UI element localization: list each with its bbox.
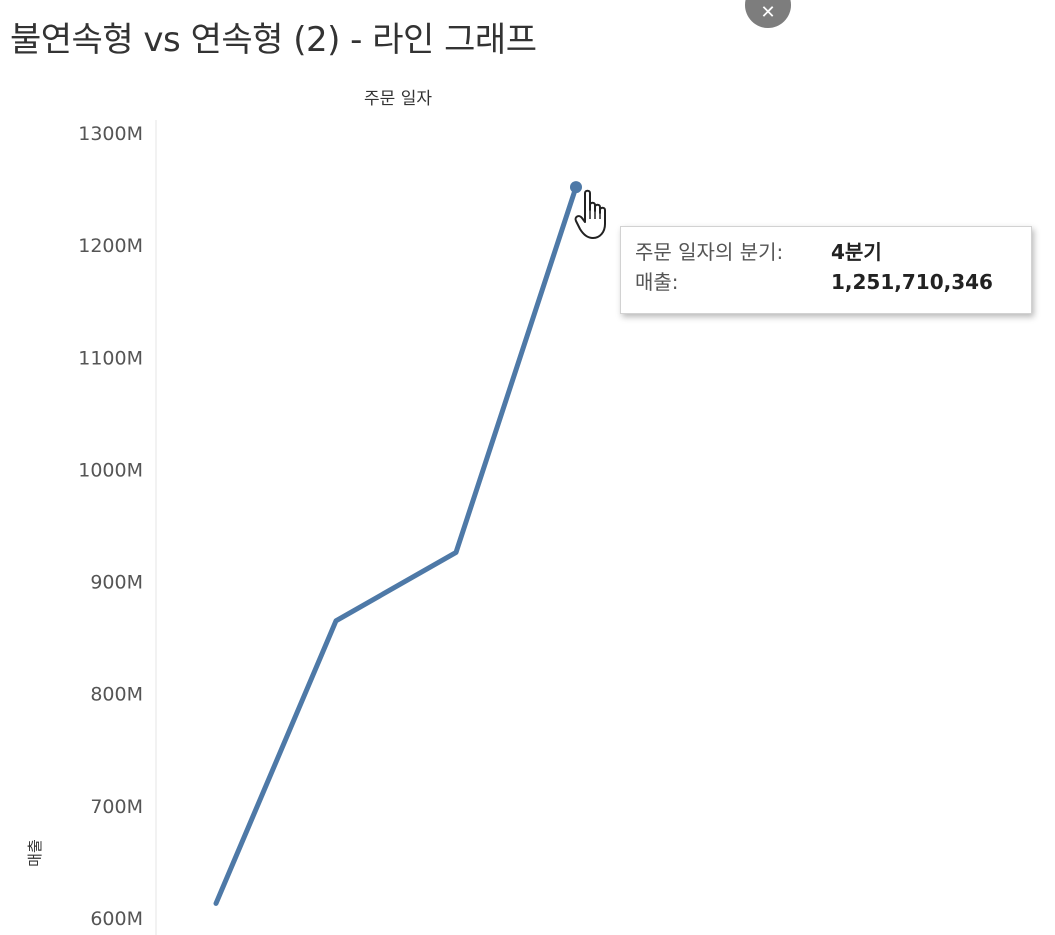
x-axis-title: 주문 일자	[364, 89, 432, 109]
tooltip-row-sales: 매출: 1,251,710,346	[635, 267, 1017, 297]
tooltip-sales-value: 1,251,710,346	[831, 270, 993, 294]
y-tick-label: 1000M	[78, 459, 143, 481]
y-tick-label: 600M	[90, 908, 143, 930]
tooltip-row-quarter: 주문 일자의 분기: 4분기	[635, 237, 1017, 267]
y-axis-title: 매출	[26, 839, 44, 867]
y-tick-label: 700M	[90, 796, 143, 818]
hand-pointer-icon	[574, 189, 606, 239]
highlighted-data-point[interactable]	[570, 181, 582, 194]
y-tick-label: 900M	[90, 572, 143, 594]
tooltip-quarter-label: 주문 일자의 분기:	[635, 240, 784, 264]
series-line	[213, 184, 579, 906]
sheet-title: 불연속형 vs 연속형 (2) - 라인 그래프	[10, 20, 537, 60]
tooltip-quarter-value: 4분기	[831, 240, 882, 264]
y-tick-label: 1300M	[78, 123, 143, 145]
tooltip-sales-label: 매출:	[635, 270, 679, 294]
y-tick-label: 800M	[90, 684, 143, 706]
plot-area	[213, 181, 582, 906]
tooltip: 주문 일자의 분기: 4분기 매출: 1,251,710,346	[620, 226, 1032, 314]
y-tick-label: 1100M	[78, 347, 143, 369]
y-tick-label: 1200M	[78, 235, 143, 257]
y-axis-ticks: 1300M 1200M 1100M 1000M 900M 800M 700M 600M	[78, 123, 143, 930]
